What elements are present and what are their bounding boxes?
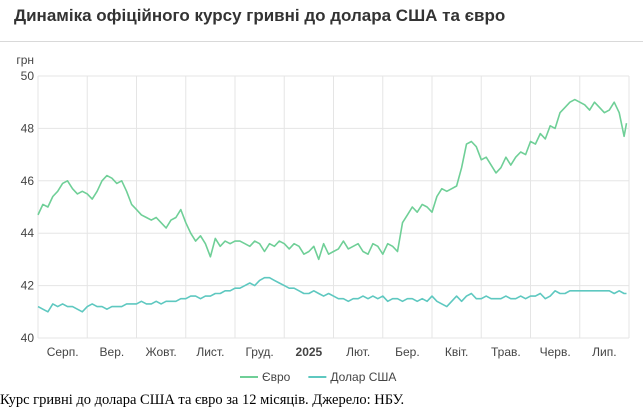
x-tick-label: Бер.: [395, 345, 420, 359]
y-tick-label: 48: [21, 121, 35, 135]
x-tick-label: Лист.: [196, 345, 224, 359]
figure-caption: Курс гривні до долара США та євро за 12 …: [0, 392, 405, 408]
legend-label-usd: Долар США: [330, 370, 396, 384]
series-lines: [37, 98, 628, 313]
x-tick-label: Квіт.: [445, 345, 469, 359]
x-tick-label: Черв.: [540, 345, 571, 359]
x-tick-label: Серп.: [47, 345, 79, 359]
legend: Євро Долар США: [240, 370, 396, 384]
chart-title: Динаміка офіційного курсу гривні до дола…: [14, 6, 506, 25]
series-line-eur: [37, 98, 628, 261]
x-tick-label: 2025: [296, 345, 323, 359]
x-tick-label: Груд.: [245, 345, 273, 359]
x-tick-label: Лют.: [346, 345, 370, 359]
x-axis: Серп. Вер. Жовт. Лист. Груд. 2025 Лют. Бер. Квіт…: [47, 345, 617, 359]
exchange-rate-chart: 40 42 44 46 48 50 грн Серп. Вер. Жовт. Лист. Груд.…: [16, 53, 630, 384]
title-divider: [0, 41, 643, 42]
x-tick-label: Трав.: [491, 345, 521, 359]
y-tick-label: 42: [21, 279, 35, 293]
y-tick-label: 44: [21, 226, 35, 240]
legend-label-eur: Євро: [262, 370, 291, 384]
y-tick-label: 46: [21, 174, 35, 188]
series-line-usd: [37, 276, 627, 313]
y-tick-label: 40: [21, 331, 35, 345]
y-unit-label: грн: [16, 53, 34, 67]
y-tick-label: 50: [21, 69, 35, 83]
y-axis: 40 42 44 46 48 50 грн: [16, 53, 34, 345]
grid: [37, 75, 630, 339]
x-tick-label: Вер.: [100, 345, 125, 359]
x-tick-label: Жовт.: [146, 345, 177, 359]
x-tick-label: Лип.: [592, 345, 616, 359]
